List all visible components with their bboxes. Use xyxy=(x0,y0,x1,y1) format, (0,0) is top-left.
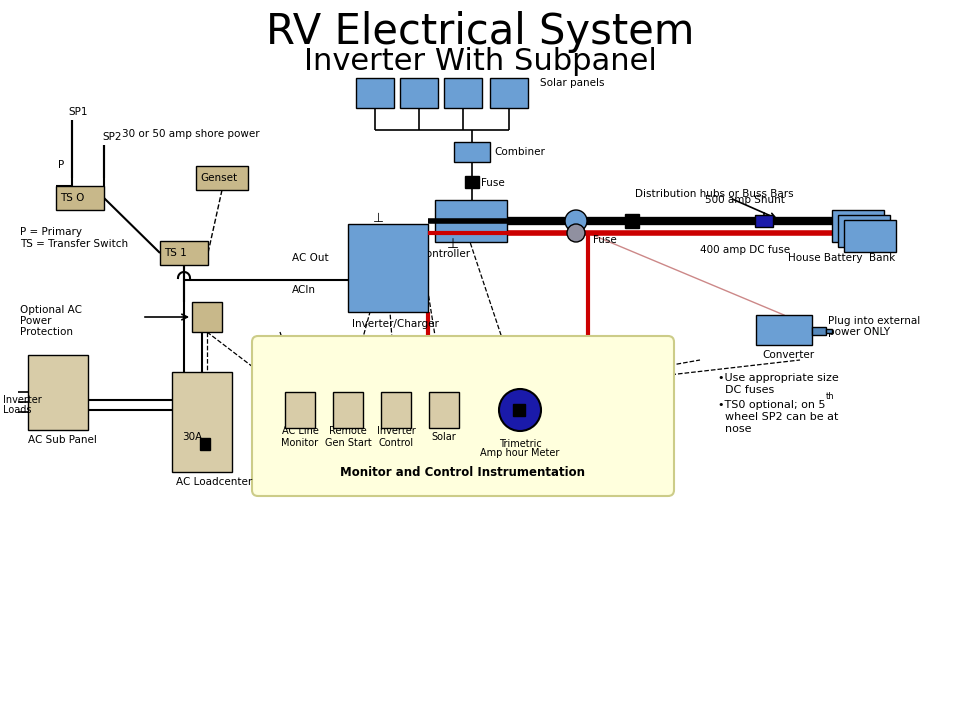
Bar xyxy=(196,166,248,190)
Text: Inverter/Charger: Inverter/Charger xyxy=(352,319,439,329)
Bar xyxy=(285,392,315,428)
Bar xyxy=(192,302,222,332)
Text: P = Primary: P = Primary xyxy=(20,227,82,237)
Text: power ONLY: power ONLY xyxy=(828,327,890,337)
Text: Inverter With Subpanel: Inverter With Subpanel xyxy=(303,48,657,76)
Text: 30 or 50 amp shore power: 30 or 50 amp shore power xyxy=(122,129,259,139)
Text: P: P xyxy=(160,251,166,261)
Text: Solar: Solar xyxy=(432,432,456,442)
Bar xyxy=(356,78,394,108)
Text: •TS0 optional; on 5: •TS0 optional; on 5 xyxy=(718,400,826,410)
Text: Remote
Gen Start: Remote Gen Start xyxy=(324,426,372,448)
Text: TS 1: TS 1 xyxy=(164,248,187,258)
Bar xyxy=(172,372,232,472)
Bar xyxy=(444,78,482,108)
Text: Solar controller: Solar controller xyxy=(390,249,470,259)
Text: th: th xyxy=(826,392,834,401)
Text: AC Out: AC Out xyxy=(292,253,328,263)
Circle shape xyxy=(499,389,541,431)
Text: wheel SP2 can be at: wheel SP2 can be at xyxy=(718,412,838,422)
Bar xyxy=(400,78,438,108)
Bar xyxy=(28,355,88,430)
FancyBboxPatch shape xyxy=(252,336,674,496)
Bar xyxy=(160,241,208,265)
Text: Inverter: Inverter xyxy=(3,395,41,405)
Text: Monitor and Control Instrumentation: Monitor and Control Instrumentation xyxy=(341,466,586,479)
Text: Power: Power xyxy=(20,316,52,326)
Bar xyxy=(56,186,104,210)
Circle shape xyxy=(565,210,587,232)
Text: SP1: SP1 xyxy=(68,107,87,117)
Text: AC Line
Monitor: AC Line Monitor xyxy=(281,426,319,448)
Text: ACIn: ACIn xyxy=(292,285,316,295)
Text: nose: nose xyxy=(718,424,752,434)
Bar xyxy=(826,329,832,333)
Text: AC Sub Panel: AC Sub Panel xyxy=(28,435,97,445)
Text: House Battery  Bank: House Battery Bank xyxy=(788,253,896,263)
Bar xyxy=(755,215,773,227)
Bar xyxy=(490,78,528,108)
Bar xyxy=(333,392,363,428)
Circle shape xyxy=(567,224,585,242)
Text: 500 amp Shunt: 500 amp Shunt xyxy=(705,195,785,205)
Text: ⊥: ⊥ xyxy=(372,212,383,225)
Text: •Use appropriate size: •Use appropriate size xyxy=(718,373,839,383)
Text: Distribution hubs or Buss Bars: Distribution hubs or Buss Bars xyxy=(635,189,794,199)
Text: Combiner: Combiner xyxy=(494,147,545,157)
Bar xyxy=(200,438,210,450)
Text: SP2: SP2 xyxy=(102,132,122,142)
Text: Converter: Converter xyxy=(762,350,814,360)
Text: P: P xyxy=(58,160,64,170)
Bar xyxy=(832,210,884,242)
Text: Fuse: Fuse xyxy=(593,235,616,245)
Text: TS O: TS O xyxy=(60,193,84,203)
Text: Trimetric: Trimetric xyxy=(498,439,541,449)
Text: DC fuses: DC fuses xyxy=(718,385,775,395)
Text: Genset: Genset xyxy=(200,173,237,183)
Text: RV Electrical System: RV Electrical System xyxy=(266,11,694,53)
Text: Inverter
Control: Inverter Control xyxy=(376,426,416,448)
Text: Fuse: Fuse xyxy=(481,178,505,188)
Bar xyxy=(513,404,525,416)
Bar xyxy=(348,224,428,312)
Text: 400 amp DC fuse: 400 amp DC fuse xyxy=(700,245,790,255)
Bar xyxy=(838,215,890,247)
Text: Loads: Loads xyxy=(3,405,32,415)
Text: 30A: 30A xyxy=(182,432,203,442)
Text: Plug into external: Plug into external xyxy=(828,316,921,326)
Bar xyxy=(429,392,459,428)
Text: Amp hour Meter: Amp hour Meter xyxy=(480,448,560,458)
Text: TS = Transfer Switch: TS = Transfer Switch xyxy=(20,239,128,249)
Bar xyxy=(435,200,507,242)
Text: ⊥: ⊥ xyxy=(447,237,459,251)
Bar xyxy=(756,315,812,345)
Bar xyxy=(454,142,490,162)
Text: Solar panels: Solar panels xyxy=(540,78,605,88)
Text: Protection: Protection xyxy=(20,327,73,337)
Bar xyxy=(844,220,896,252)
Text: AC Loadcenter: AC Loadcenter xyxy=(176,477,252,487)
Bar xyxy=(465,176,479,188)
Text: Optional AC: Optional AC xyxy=(20,305,82,315)
Bar xyxy=(381,392,411,428)
Bar xyxy=(625,214,639,228)
Bar xyxy=(812,327,826,335)
